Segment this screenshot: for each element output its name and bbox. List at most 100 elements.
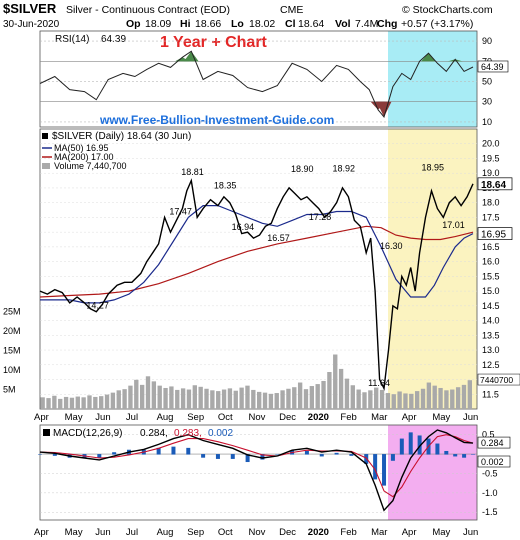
x-axis-middle: Apr May Jun Jul Aug Sep Oct Nov Dec 2020 Feb Mar Apr… [34,412,478,423]
rsi-overbought-fill [421,53,436,62]
header-date: 30-Jun-2020 [3,19,60,30]
volume-bar [286,388,291,409]
volume-axis: 5M 10M 15M 20M 25M 7440700 [3,307,520,395]
price-annotation: 14.27 [86,301,109,311]
volume-bar [93,396,98,409]
x-tick-label: Jun [95,412,110,423]
volume-bar [461,384,467,409]
volume-bar [420,388,426,409]
macd-histogram-bar [52,454,57,456]
macd-panel: -1.5 -1.0 -0.5 0.5 MACD(12,26,9) 0.284, 0.2… [38,424,511,521]
volume-bar [426,382,432,409]
low-label: Lo [231,18,244,30]
macd-tag-box [477,436,511,449]
volume-bar [40,397,45,409]
macd-histogram-bar [186,447,191,455]
price-tick-label: 18.0 [482,198,500,208]
macd-histogram-bar [462,454,467,458]
macd-histogram-bar [471,454,475,455]
macd-v1: 0.284, [140,428,168,439]
price-annotations: 14.27 18.81 17.47 18.35 16.94 16.57 18.90 18.92… [86,163,464,388]
macd-tick-label: -1.0 [482,488,498,498]
macd-histogram-bar [245,454,250,463]
volume-bar [122,389,127,409]
macd-tick-label: -0.5 [482,468,498,478]
macd-histogram-bar [156,447,161,455]
volume-bar [327,372,332,409]
price-panel: 14.27 18.81 17.47 18.35 16.94 16.57 18.90 18.92… [3,113,520,410]
price-annotation: 18.81 [181,167,204,177]
symbol: $SILVER [3,1,57,16]
volume-bar [450,389,455,409]
macd-tick-label: -1.5 [482,507,498,517]
volume-tick-label: 25M [3,307,21,317]
price-tag-box [477,177,513,191]
price-legend: $SILVER (Daily) 18.64 (30 Jun) MA(50) 16… [42,131,191,171]
macd-histogram-bar [349,454,354,456]
volume-bar [362,392,367,409]
macd-tag: 0.284 [481,438,504,448]
volume-bar [385,393,391,409]
volume-bar [63,396,69,409]
volume-bar [186,389,192,409]
price-annotation: 18.35 [214,180,237,190]
macd-histogram-bar [260,454,265,460]
macd-signal-line [39,434,474,498]
price-annotation: 16.94 [232,222,255,232]
volume-bar [52,395,57,409]
volume-bar [280,390,285,409]
volume-bar [374,387,379,409]
rsi-tick-label: 10 [482,117,492,127]
price-annotation: 17.01 [442,220,465,230]
volume-tag: 7440700 [480,375,513,385]
x-tick-label: May [432,527,450,538]
vol-label: Vol [335,18,351,30]
macd-v3: 0.002 [208,428,233,439]
volume-bar [151,381,157,409]
macd-histogram-bar [275,454,280,455]
ma200-line [39,225,474,298]
price-annotation: 18.90 [291,164,314,174]
price-annotation: 16.57 [267,233,290,243]
macd-tag: 0.002 [481,457,504,467]
x-tick-label: Oct [218,527,233,538]
volume-bar [157,385,162,409]
macd-histogram-bar [171,446,176,455]
rsi-panel: RSI(14) 64.39 1 Year + Chart 10305070906… [39,30,509,128]
x-tick-label: Jul [126,412,138,423]
volume-bar [268,393,274,409]
volume-bar [403,393,408,409]
volume-bar [455,387,461,409]
macd-histogram-bar [373,454,378,480]
volume-bar [391,394,396,409]
volume-bar [251,389,256,409]
price-tick-label: 11.5 [482,389,499,399]
price-tick-label: 15.5 [482,271,500,281]
legend-price: $SILVER (Daily) 18.64 (30 Jun) [52,131,191,142]
price-tick-label: 17.5 [482,212,500,222]
volume-tick-label: 5M [3,385,16,395]
legend-price-swatch [42,133,48,139]
rsi-gridlines [40,40,477,123]
macd-tags: 0.284 0.002 [477,436,511,468]
x-tick-label: Dec [279,527,296,538]
volume-bar [397,391,402,409]
rsi-cyan-highlight [388,31,477,127]
rsi-value-tag-box [477,60,509,73]
x-tick-label: 2020 [308,527,329,538]
volume-bar [350,385,355,409]
macd-histogram-bar [417,435,422,455]
volume-bar [257,391,262,409]
macd-histogram-bar [230,454,235,459]
x-tick-label: Apr [402,527,417,538]
rsi-label: RSI(14) [55,34,89,45]
x-tick-label: Jun [95,527,110,538]
volume-bar [338,368,344,409]
volume-bar [221,389,227,409]
price-tag: 16.95 [481,230,506,241]
open-value: 18.09 [145,18,171,30]
volume-bar [204,388,209,409]
macd-histogram-bar [97,454,102,458]
rsi-overbought-fill [447,59,463,62]
